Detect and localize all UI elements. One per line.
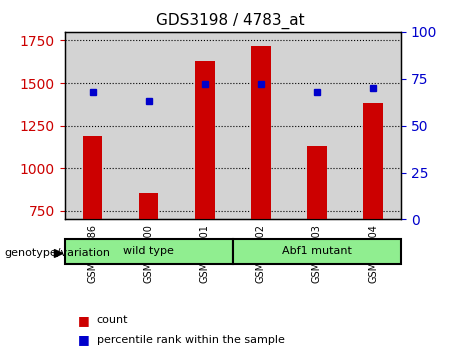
- Bar: [139, 193, 159, 219]
- Bar: [195, 61, 214, 219]
- FancyBboxPatch shape: [233, 239, 401, 264]
- Text: genotype/variation: genotype/variation: [5, 248, 111, 258]
- Text: GDS3198 / 4783_at: GDS3198 / 4783_at: [156, 12, 305, 29]
- Bar: [251, 46, 271, 219]
- Text: count: count: [97, 315, 128, 325]
- FancyBboxPatch shape: [65, 239, 233, 264]
- Polygon shape: [54, 250, 63, 257]
- Bar: [83, 136, 102, 219]
- Text: wild type: wild type: [123, 246, 174, 256]
- Bar: [363, 103, 383, 219]
- Bar: [307, 146, 327, 219]
- Text: Abf1 mutant: Abf1 mutant: [282, 246, 352, 256]
- Text: ■: ■: [78, 314, 90, 327]
- Text: percentile rank within the sample: percentile rank within the sample: [97, 335, 285, 345]
- Text: ■: ■: [78, 333, 90, 346]
